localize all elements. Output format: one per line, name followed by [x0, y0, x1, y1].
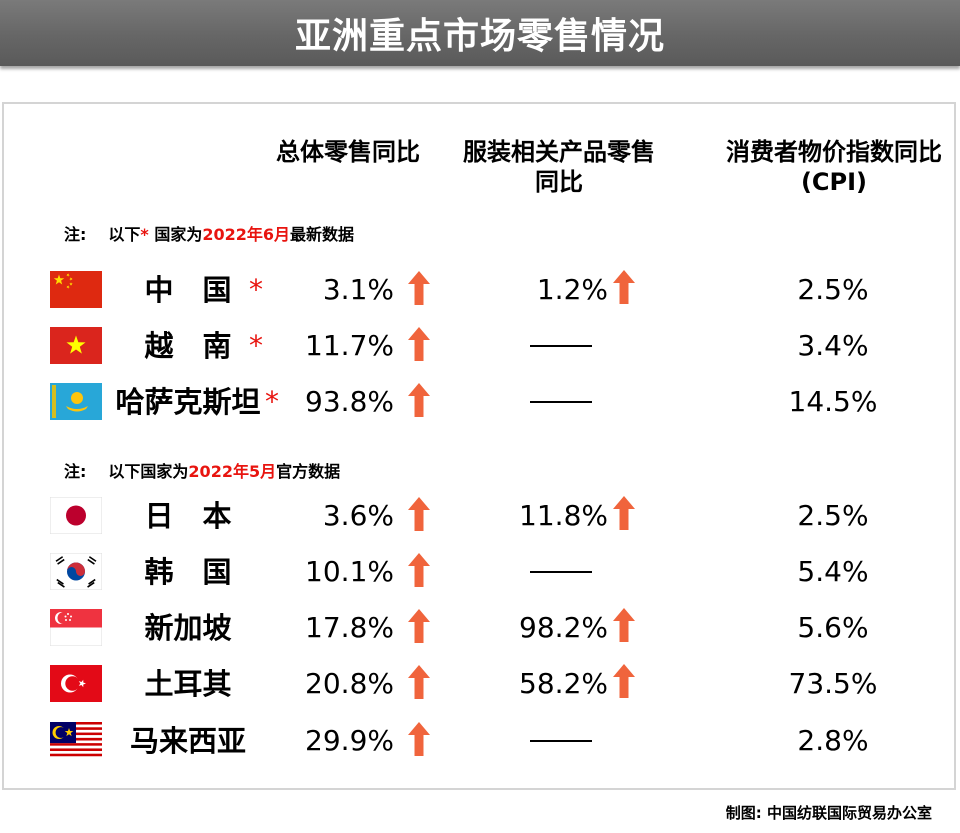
country-name: 韩 国	[144, 555, 232, 589]
country-name: 越 南	[144, 329, 232, 363]
table-row: 马来西亚 29.9% 2.8%	[0, 716, 960, 766]
header-cpi: 消费者物价指数同比 (CPI)	[708, 137, 960, 197]
retail-yoy-value: 29.9%	[305, 724, 394, 757]
no-data-dash	[530, 401, 592, 403]
retail-up-arrow-icon	[408, 383, 430, 417]
retail-yoy-value: 3.1%	[322, 273, 394, 306]
note-may: 注: 以下国家为2022年5月官方数据	[64, 458, 340, 482]
table-row: 土耳其 20.8% 58.2% 73.5%	[0, 659, 960, 709]
singapore-flag	[50, 609, 102, 646]
retail-yoy-value: 3.6%	[322, 499, 394, 532]
apparel-up-arrow-icon	[613, 496, 635, 530]
note-june-post: 最新数据	[290, 225, 355, 244]
cpi-yoy-value: 3.4%	[797, 329, 869, 362]
kazakhstan-flag	[50, 383, 102, 420]
no-data-dash	[530, 571, 592, 573]
malaysia-flag	[50, 722, 102, 759]
star-marker: *	[265, 385, 279, 418]
vietnam-flag	[50, 327, 102, 364]
cpi-yoy-value: 14.5%	[788, 385, 878, 418]
note-may-label: 注:	[64, 462, 87, 481]
note-may-date: 2022年5月	[188, 462, 277, 481]
country-name: 马来西亚	[129, 724, 246, 758]
cpi-yoy-value: 5.6%	[797, 611, 869, 644]
country-name: 新加坡	[144, 611, 232, 645]
retail-up-arrow-icon	[408, 553, 430, 587]
apparel-up-arrow-icon	[613, 270, 635, 304]
title-bar: 亚洲重点市场零售情况	[0, 0, 960, 66]
note-june: 注: 以下* 国家为2022年6月最新数据	[64, 221, 354, 245]
retail-up-arrow-icon	[408, 609, 430, 643]
country-name: 哈萨克斯坦	[115, 385, 261, 419]
retail-up-arrow-icon	[408, 722, 430, 756]
header-apparel: 服装相关产品零售 同比	[446, 137, 672, 197]
note-june-label: 注:	[64, 225, 87, 244]
header-apparel-line1: 服装相关产品零售	[463, 138, 655, 166]
korea-flag	[50, 553, 102, 590]
apparel-yoy-value: 58.2%	[519, 667, 608, 700]
table-row: 哈萨克斯坦 * 93.8% 14.5%	[0, 377, 960, 427]
retail-up-arrow-icon	[408, 327, 430, 361]
apparel-yoy-value: 1.2%	[536, 273, 608, 306]
header-cpi-line2: (CPI)	[800, 168, 868, 196]
table-row: 越 南 * 11.7% 3.4%	[0, 321, 960, 371]
header-retail-text: 总体零售同比	[276, 138, 420, 166]
japan-flag	[50, 497, 102, 534]
header-apparel-line2: 同比	[535, 168, 583, 196]
retail-up-arrow-icon	[408, 497, 430, 531]
star-marker: *	[249, 273, 263, 306]
no-data-dash	[530, 345, 592, 347]
note-may-post: 官方数据	[276, 462, 341, 481]
note-june-mid: 国家为	[148, 225, 203, 244]
country-name: 中 国	[144, 273, 232, 307]
cpi-yoy-value: 73.5%	[788, 667, 878, 700]
table-row: 新加坡 17.8% 98.2% 5.6%	[0, 603, 960, 653]
retail-yoy-value: 11.7%	[305, 329, 394, 362]
note-june-star: *	[140, 225, 149, 244]
country-name: 土耳其	[144, 667, 232, 701]
country-name: 日 本	[144, 499, 232, 533]
note-june-date: 2022年6月	[202, 225, 291, 244]
cpi-yoy-value: 5.4%	[797, 555, 869, 588]
retail-yoy-value: 93.8%	[305, 385, 394, 418]
note-may-pre: 以下国家为	[108, 462, 189, 481]
cpi-yoy-value: 2.5%	[797, 273, 869, 306]
footer-credit: 制图: 中国纺联国际贸易办公室	[725, 804, 932, 822]
turkey-flag	[50, 665, 102, 702]
china-flag	[50, 271, 102, 308]
apparel-up-arrow-icon	[613, 664, 635, 698]
cpi-yoy-value: 2.5%	[797, 499, 869, 532]
chart-title: 亚洲重点市场零售情况	[294, 16, 665, 57]
table-row: 中 国 * 3.1% 1.2% 2.5%	[0, 265, 960, 315]
table-row: 韩 国 10.1% 5.4%	[0, 547, 960, 597]
retail-up-arrow-icon	[408, 271, 430, 305]
no-data-dash	[530, 740, 592, 742]
retail-yoy-value: 20.8%	[305, 667, 394, 700]
header-retail: 总体零售同比	[262, 137, 434, 167]
header-cpi-line1: 消费者物价指数同比	[726, 138, 942, 166]
table-row: 日 本 3.6% 11.8% 2.5%	[0, 491, 960, 541]
note-june-pre: 以下	[108, 225, 141, 244]
star-marker: *	[249, 329, 263, 362]
retail-yoy-value: 10.1%	[305, 555, 394, 588]
cpi-yoy-value: 2.8%	[797, 724, 869, 757]
apparel-up-arrow-icon	[613, 608, 635, 642]
table-panel	[2, 102, 956, 790]
apparel-yoy-value: 98.2%	[519, 611, 608, 644]
retail-yoy-value: 17.8%	[305, 611, 394, 644]
apparel-yoy-value: 11.8%	[519, 499, 608, 532]
retail-up-arrow-icon	[408, 665, 430, 699]
